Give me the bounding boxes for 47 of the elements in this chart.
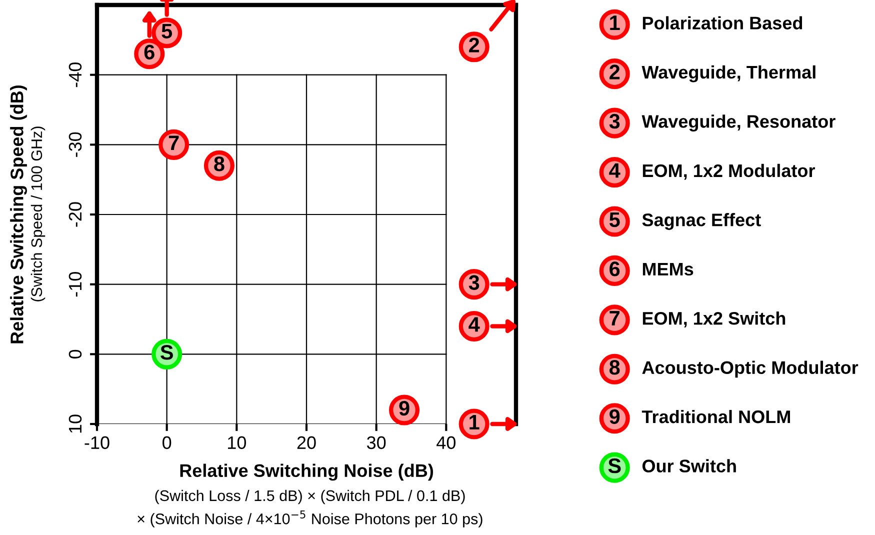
y-tick-label: -30 [68, 132, 82, 157]
text: (Switch Loss / 1.5 dB) × (Switch PDL / 0.1 dB) [155, 490, 465, 504]
annotation: 6 [144, 44, 154, 60]
text: 4 [609, 163, 620, 178]
legend-label: EOM, 1x2 Switch [642, 312, 786, 328]
text: × (Switch Noise / 4×10$^{−5}$ Noise Photons per 10 ps) [138, 510, 482, 528]
legend-label: MEMs [642, 262, 694, 276]
annotation: 3 [468, 275, 480, 290]
annotation: 2 [469, 38, 480, 52]
y-tick-label: -20 [68, 202, 82, 227]
y-tick-label: 10 [68, 414, 82, 433]
annotation: 5 [162, 24, 172, 39]
y-tick-label: 0 [68, 350, 82, 358]
annotation: 4 [468, 317, 480, 332]
legend-label: Waveguide, Thermal [642, 65, 816, 82]
x-axis-title: Relative Switching Noise (dB) [180, 464, 434, 481]
legend-label: Our Switch [642, 459, 736, 472]
text: 9 [610, 409, 620, 424]
annotation: S [160, 345, 173, 360]
x-tick-label: 20 [297, 436, 316, 450]
legend-label: EOM, 1x2 Modulator [642, 164, 816, 180]
text: (Switch Speed / 100 GHz) [30, 126, 46, 302]
legend-label: Traditional NOLM [642, 410, 790, 424]
y-axis-title: Relative Switching Speed (dB) [10, 85, 27, 344]
text: 3 [609, 114, 620, 129]
text: 6 [610, 262, 620, 276]
text: 7 [610, 310, 620, 326]
x-tick-label: 40 [436, 436, 456, 450]
text: 5 [609, 212, 620, 228]
legend-label: Sagnac Effect [642, 213, 761, 230]
text: 2 [610, 64, 620, 80]
legend-label: Waveguide, Resonator [642, 114, 836, 132]
legend-label: Polarization Based [642, 16, 802, 30]
annotation: 8 [214, 156, 224, 172]
annotation: 9 [399, 400, 410, 416]
x-tick-label: 10 [228, 436, 246, 450]
legend-label: Acousto-Optic Modulator [642, 360, 858, 378]
x-tick-label: -10 [84, 436, 110, 450]
text: 1 [610, 16, 620, 30]
text: 8 [609, 360, 620, 375]
y-tick-label: -10 [68, 272, 82, 297]
annotation: 7 [168, 136, 179, 150]
text: S [608, 458, 621, 474]
annotation: 1 [470, 415, 480, 430]
x-tick-label: 30 [366, 436, 386, 450]
y-tick-label: -40 [68, 62, 82, 88]
x-tick-label: 0 [162, 436, 172, 450]
